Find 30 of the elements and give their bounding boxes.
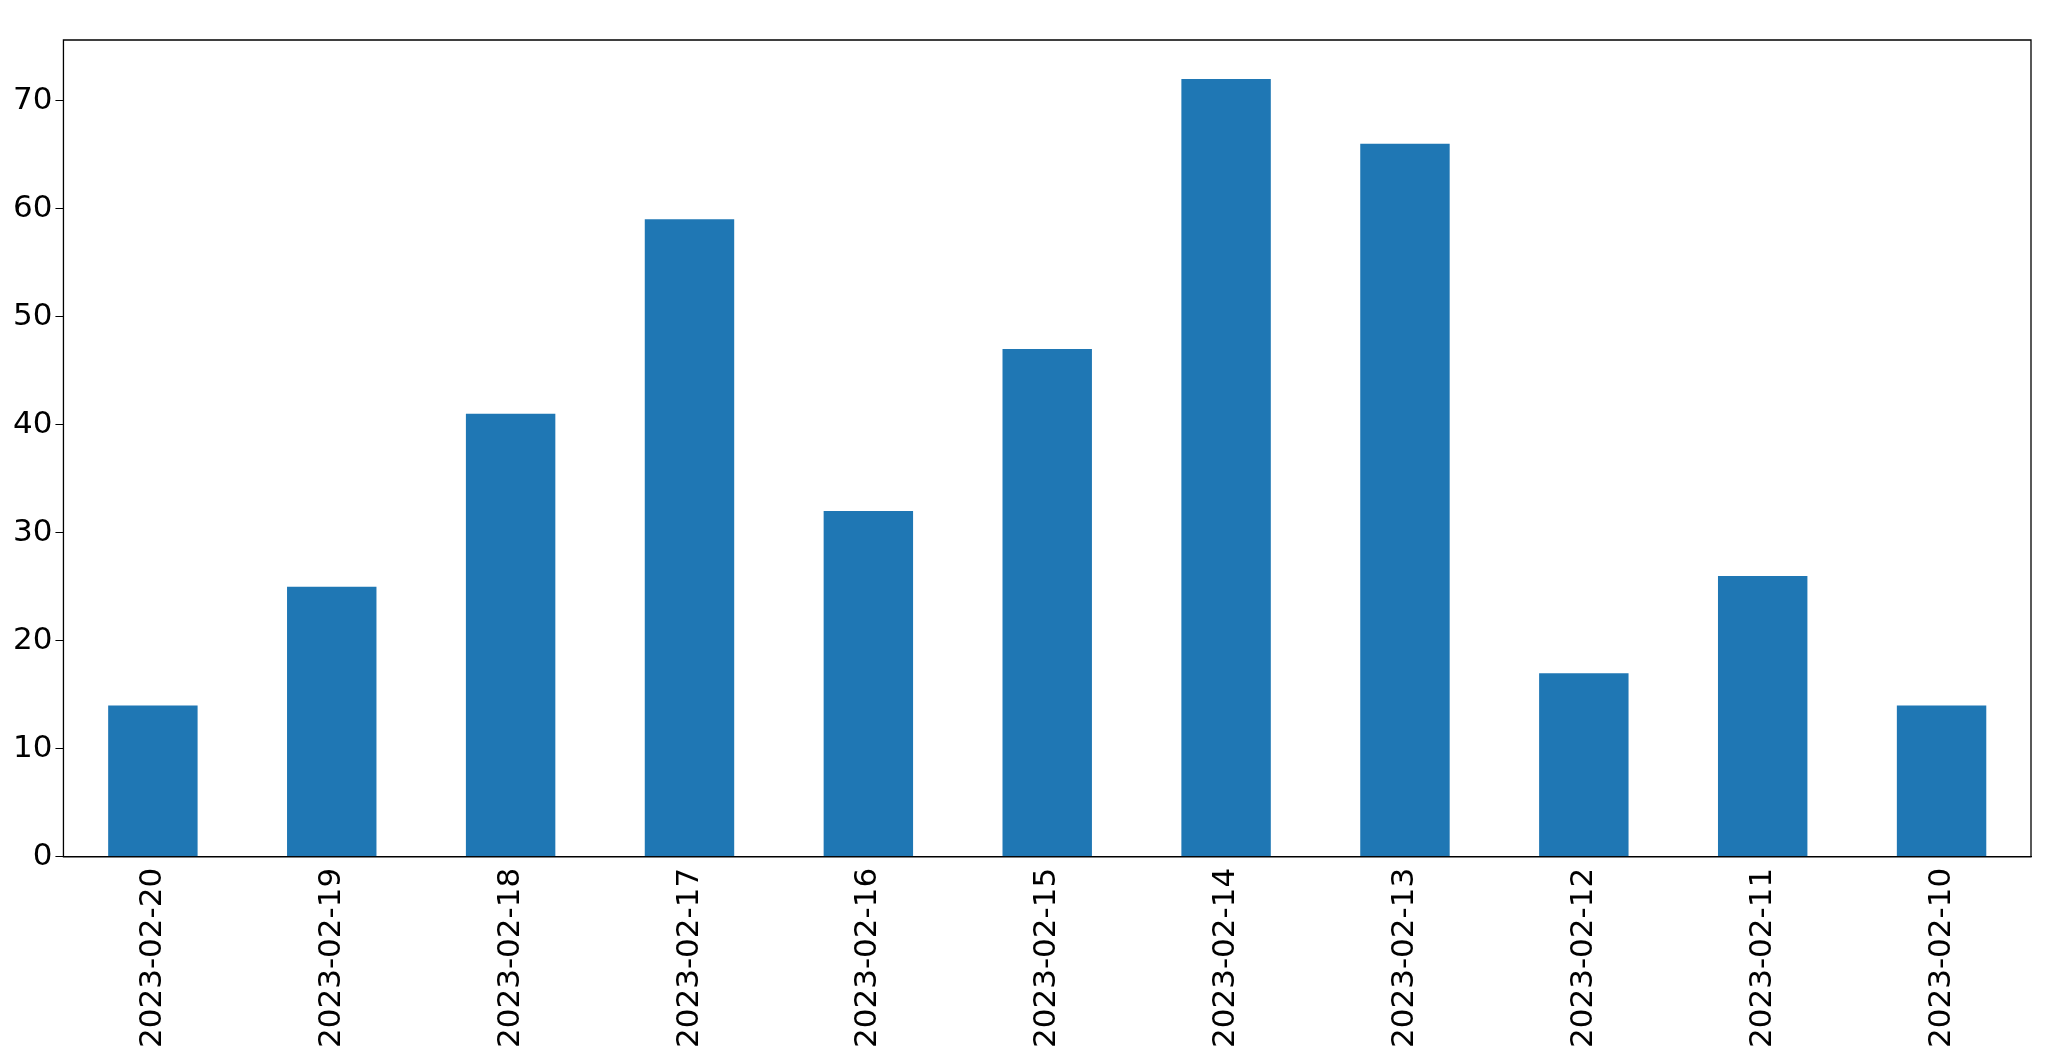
bar [644, 219, 735, 857]
x-tick-label: 2023-02-15 [1026, 867, 1063, 1049]
bar [1002, 349, 1092, 857]
x-tick-label: 2023-02-14 [1205, 867, 1242, 1049]
y-tick-label: 20 [12, 619, 53, 656]
y-tick-label: 30 [12, 511, 53, 548]
bar [823, 511, 914, 857]
x-tick-label: 2023-02-16 [847, 867, 884, 1049]
bar [287, 586, 377, 857]
x-tick-label: 2023-02-11 [1741, 867, 1778, 1049]
x-tick-label: 2023-02-10 [1920, 867, 1957, 1049]
x-tick-label: 2023-02-13 [1384, 867, 1421, 1049]
bar [465, 413, 556, 857]
bar [1181, 78, 1271, 857]
bar [1539, 673, 1629, 857]
y-tick-label: 10 [12, 727, 53, 764]
x-tick-label: 2023-02-17 [668, 867, 705, 1049]
y-tick-label: 60 [12, 187, 53, 224]
bar [1717, 575, 1808, 857]
x-tick-label: 2023-02-12 [1562, 867, 1599, 1049]
x-tick-label: 2023-02-19 [310, 867, 347, 1049]
y-tick-label: 50 [12, 295, 53, 332]
y-tick-label: 40 [12, 403, 53, 440]
y-tick-label: 70 [12, 79, 53, 116]
y-tick-label: 0 [32, 835, 53, 872]
bar [108, 705, 198, 857]
x-tick-label: 2023-02-20 [131, 867, 168, 1049]
bar [1360, 143, 1450, 857]
bar [1896, 705, 1987, 857]
x-tick-label: 2023-02-18 [489, 867, 526, 1049]
